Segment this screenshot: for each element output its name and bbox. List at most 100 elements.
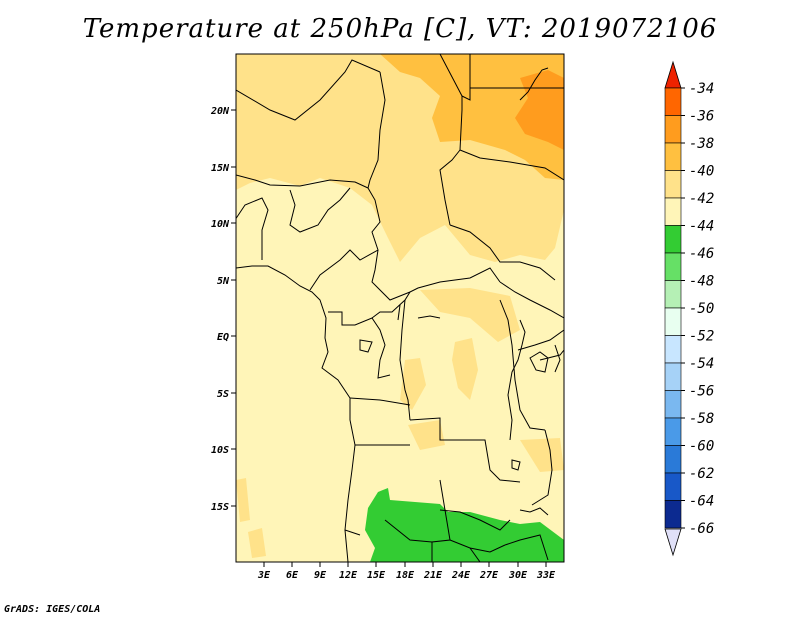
colorbar-labels: -34 -36 -38 -40 -42 -44 -46 -48 -50 -52 -54 -56 -58 -… — [681, 81, 714, 537]
colorbar-box — [664, 472, 682, 501]
colorbar-bottom-arrow — [664, 528, 682, 557]
colorbar-label: -40 — [689, 164, 714, 180]
border — [409, 417, 521, 483]
colorbar-box — [664, 87, 682, 116]
colorbar-box — [664, 115, 682, 144]
colorbar-box — [664, 170, 682, 199]
band-40-42-patch — [520, 438, 564, 472]
lon-label: 15E — [367, 570, 386, 581]
lat-label: 5N — [217, 276, 230, 287]
colorbar-label: -62 — [689, 466, 714, 482]
border — [397, 304, 401, 321]
border — [449, 224, 556, 281]
lon-label: 30E — [508, 570, 528, 581]
border — [289, 187, 351, 233]
lon-axis: 3E 6E 9E 12E 15E 18E 21E 24E 27E 30E 33E — [257, 562, 556, 581]
border — [469, 547, 481, 562]
band-40-42-patch — [248, 528, 266, 558]
colorbar-label: -48 — [689, 274, 714, 290]
colorbar-box — [664, 390, 682, 419]
band-44-46 — [365, 488, 564, 562]
band-40-42-patch — [408, 420, 445, 450]
colorbar-label: -44 — [689, 219, 714, 235]
colorbar-label: -58 — [689, 411, 714, 427]
band-38-40 — [380, 54, 564, 180]
lon-label: 3E — [257, 570, 271, 581]
lon-label: 9E — [314, 570, 327, 581]
border — [236, 174, 369, 189]
lat-label: EQ — [217, 332, 229, 343]
colorbar-box — [664, 307, 682, 336]
lat-label: 10S — [211, 445, 229, 456]
border — [531, 429, 553, 506]
colorbar-box — [664, 362, 682, 391]
colorbar-box — [664, 197, 682, 226]
lat-label: 10N — [211, 219, 230, 230]
footer-credit: GrADS: IGES/COLA — [4, 604, 101, 615]
lake — [359, 339, 373, 353]
colorbar-label: -64 — [689, 494, 714, 510]
lake — [511, 459, 521, 471]
lon-label: 12E — [339, 570, 358, 581]
lat-label: 5S — [217, 389, 229, 400]
colorbar-box — [664, 252, 682, 281]
band-40-42-patch — [236, 478, 250, 522]
colorbar-label: -50 — [689, 301, 714, 317]
lake — [519, 507, 549, 516]
colorbar-label: -56 — [689, 384, 714, 400]
band-40-42-patch — [400, 358, 426, 410]
colorbar-box — [664, 445, 682, 474]
border — [349, 397, 411, 406]
border — [236, 59, 381, 121]
lake — [529, 351, 549, 373]
border — [539, 349, 564, 361]
lat-label: 15N — [211, 163, 230, 174]
border — [504, 534, 549, 561]
colorbar-box — [664, 142, 682, 171]
colorbar-box — [664, 335, 682, 364]
colorbar-box — [664, 280, 682, 309]
lon-label: 33E — [536, 570, 556, 581]
band-40-42-patch — [420, 288, 520, 342]
map-frame — [235, 53, 565, 563]
colorbar-top-arrow — [664, 60, 682, 89]
border — [399, 299, 411, 421]
colorbar-box — [664, 225, 682, 254]
colorbar-box — [664, 500, 682, 529]
border — [371, 291, 411, 319]
lon-label: 21E — [423, 570, 443, 581]
border — [517, 329, 564, 351]
border — [499, 299, 546, 431]
colorbar-box — [664, 417, 682, 446]
border — [499, 281, 564, 319]
border — [328, 311, 391, 379]
band-40-42-patch — [452, 338, 478, 400]
lon-label: 27E — [479, 570, 499, 581]
colorbar-label: -34 — [689, 81, 714, 97]
border — [459, 149, 564, 181]
lat-label: 20N — [210, 106, 230, 117]
colorbar-label: -54 — [689, 356, 714, 372]
lake — [554, 344, 561, 373]
lon-label: 24E — [451, 570, 471, 581]
lon-label: 6E — [286, 570, 299, 581]
lat-label: 15S — [211, 502, 229, 513]
border — [344, 529, 361, 536]
colorbar-label: -46 — [689, 246, 714, 262]
colorbar-label: -38 — [689, 136, 714, 152]
lon-label: 18E — [396, 570, 415, 581]
lake — [519, 67, 549, 101]
border — [439, 54, 463, 226]
border — [449, 539, 506, 553]
band-40-42-patch — [236, 62, 290, 84]
border — [371, 249, 501, 301]
west-coast — [236, 265, 356, 562]
border — [309, 187, 381, 291]
colorbar-label: -42 — [689, 191, 714, 207]
colorbar-label: -52 — [689, 329, 714, 345]
map-title: Temperature at 250hPa [C], VT: 201907210… — [82, 14, 718, 44]
lake — [507, 319, 526, 441]
border — [236, 197, 269, 260]
lat-axis: 20N 15N 10N 5N EQ 5S 10S 15S — [210, 106, 236, 513]
